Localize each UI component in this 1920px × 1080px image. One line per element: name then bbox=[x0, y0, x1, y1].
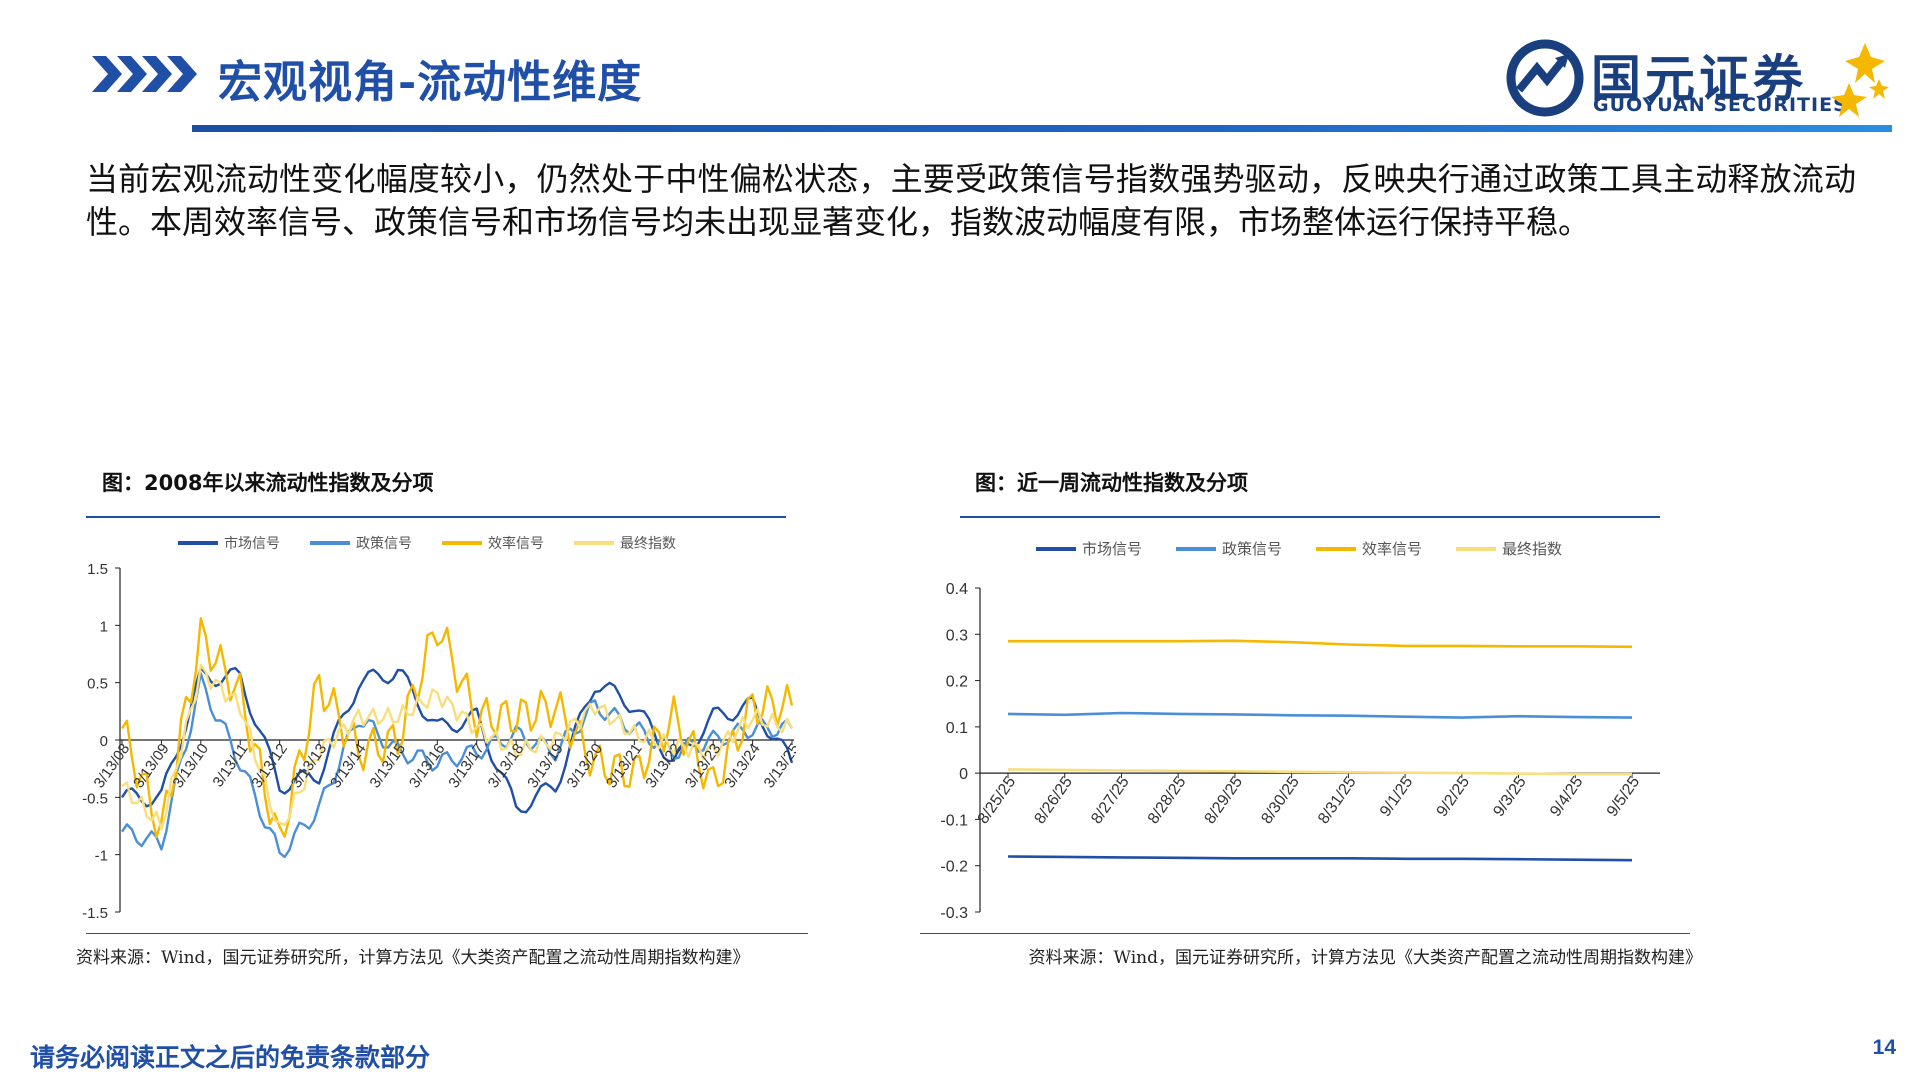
right-chart-series-line-3 bbox=[1007, 768, 1632, 776]
right-chart-source-text: 资料来源：Wind，国元证券研究所，计算方法见《大类资产配置之流动性周期指数构建… bbox=[1028, 948, 1702, 968]
left-liquidity-chart: 市场信号 政策信号 效率信号 最终指数 1.5 1 0.5 0 -0.5 -1 -1.5 3/13/0… bbox=[82, 535, 796, 922]
right-chart-y-tick-label-1: 0.3 bbox=[946, 627, 968, 644]
left-chart-legend-label-0: 市场信号 bbox=[224, 535, 280, 552]
right-chart-legend-item-0: 市场信号 bbox=[1036, 540, 1142, 558]
right-chart-y-tick-label-5: -0.1 bbox=[940, 812, 968, 829]
right-chart-x-tick-label-0: 8/25/25 bbox=[975, 774, 1020, 828]
right-chart-y-tick-label-6: -0.2 bbox=[940, 859, 968, 876]
chevron-arrows-icon bbox=[92, 56, 197, 92]
right-chart-x-tick-label-10: 9/4/25 bbox=[1547, 774, 1586, 820]
left-chart-source: 资料来源：Wind，国元证券研究所，计算方法见《大类资产配置之流动性周期指数构建… bbox=[76, 948, 750, 968]
right-liquidity-chart: 市场信号 政策信号 效率信号 最终指数 0.4 0.3 0.2 0.1 0 -0.1 -0.2 -0.… bbox=[940, 540, 1660, 922]
left-chart-y-tick-label-0: 1.5 bbox=[87, 561, 108, 578]
right-chart-x-tick-label-1: 8/26/25 bbox=[1031, 774, 1076, 828]
left-chart-legend-label-3: 最终指数 bbox=[620, 536, 676, 552]
right-chart-title: 图：近一周流动性指数及分项 bbox=[975, 471, 1248, 495]
right-chart-x-tick-label-2: 8/27/25 bbox=[1088, 774, 1133, 828]
right-chart-x-tick-label-7: 9/1/25 bbox=[1377, 774, 1416, 820]
left-chart-y-tick-label-4: -0.5 bbox=[82, 790, 108, 807]
right-chart-top-rule bbox=[960, 516, 1660, 518]
right-chart-series-line-0 bbox=[1007, 855, 1633, 862]
left-chart-x-tick-label-17: 3/13/25 bbox=[761, 741, 796, 792]
right-chart-legend-label-0: 市场信号 bbox=[1082, 540, 1142, 558]
right-chart-y-tick-label-2: 0.2 bbox=[946, 674, 968, 691]
left-chart-legend-label-2: 效率信号 bbox=[488, 535, 544, 552]
logo-chinese-text: 国元证券 bbox=[1591, 50, 1807, 108]
left-chart-series-line-1 bbox=[121, 672, 794, 859]
disclaimer-note: 请务必阅读正文之后的免责条款部分 bbox=[30, 1043, 431, 1072]
left-chart-top-rule bbox=[86, 516, 786, 518]
logo-english-text: GUOYUAN SECURITIES bbox=[1593, 94, 1848, 116]
right-chart-legend-label-3: 最终指数 bbox=[1502, 540, 1562, 558]
left-chart-y-tick-label-1: 1 bbox=[100, 618, 108, 635]
logo-stars-icon bbox=[1831, 43, 1889, 117]
right-chart-legend-label-2: 效率信号 bbox=[1362, 540, 1422, 558]
left-chart-x-tick-label-1: 3/13/09 bbox=[130, 741, 173, 792]
left-chart-legend-item-0: 市场信号 bbox=[178, 535, 280, 552]
right-chart-y-tick-label-7: -0.3 bbox=[940, 905, 968, 922]
right-chart-x-tick-label-9: 9/3/25 bbox=[1490, 774, 1529, 820]
left-chart-series-line-0 bbox=[121, 666, 794, 814]
company-logo: 国元证券 GUOYUAN SECURITIES bbox=[1505, 35, 1895, 125]
right-chart-x-tick-label-11: 9/5/25 bbox=[1604, 774, 1643, 820]
left-chart-series-line-3 bbox=[121, 663, 794, 831]
page-title: 宏观视角-流动性维度 bbox=[218, 57, 643, 108]
right-chart-x-tick-label-8: 9/2/25 bbox=[1434, 774, 1473, 820]
left-chart-legend-label-1: 政策信号 bbox=[356, 535, 412, 552]
right-chart-legend-item-1: 政策信号 bbox=[1176, 540, 1282, 558]
right-chart-x-tick-label-3: 8/28/25 bbox=[1145, 774, 1190, 828]
left-chart-y-tick-label-3: 0 bbox=[100, 733, 108, 750]
right-chart-x-tick-label-6: 8/31/25 bbox=[1315, 774, 1360, 828]
right-chart-x-tick-label-4: 8/29/25 bbox=[1202, 774, 1247, 828]
left-chart-legend-item-1: 政策信号 bbox=[310, 535, 412, 552]
left-chart-legend-item-3: 最终指数 bbox=[574, 536, 676, 552]
summary-paragraph: 当前宏观流动性变化幅度较小，仍然处于中性偏松状态，主要受政策信号指数强势驱动，反… bbox=[86, 160, 1856, 241]
left-chart-y-tick-label-2: 0.5 bbox=[87, 676, 108, 693]
right-chart-legend-item-2: 效率信号 bbox=[1316, 540, 1422, 558]
left-chart-bottom-rule bbox=[86, 933, 808, 934]
right-chart-series-line-1 bbox=[1007, 711, 1633, 719]
right-chart-y-tick-label-0: 0.4 bbox=[946, 581, 968, 598]
left-chart-title: 图：2008年以来流动性指数及分项 bbox=[102, 471, 434, 495]
title-rule bbox=[192, 125, 1892, 132]
right-chart-bottom-rule bbox=[920, 933, 1690, 934]
logo-emblem-icon bbox=[1506, 39, 1584, 117]
right-chart-legend-label-1: 政策信号 bbox=[1222, 540, 1282, 558]
left-chart-x-tick-label-3: 3/13/11 bbox=[210, 741, 252, 791]
left-chart-x-tick-label-8: 3/13/16 bbox=[406, 741, 449, 792]
right-chart-legend-item-3: 最终指数 bbox=[1456, 540, 1562, 558]
right-chart-source: 资料来源：Wind，国元证券研究所，计算方法见《大类资产配置之流动性周期指数构建… bbox=[944, 946, 1702, 971]
left-chart-y-tick-label-5: -1 bbox=[95, 848, 108, 865]
page-number: 14 bbox=[1872, 1036, 1896, 1059]
right-chart-series-line-2 bbox=[1008, 639, 1633, 649]
right-chart-x-tick-label-5: 8/30/25 bbox=[1258, 774, 1303, 828]
right-chart-y-tick-label-3: 0.1 bbox=[946, 720, 968, 737]
left-chart-legend-item-2: 效率信号 bbox=[442, 535, 544, 552]
left-chart-y-tick-label-6: -1.5 bbox=[82, 905, 108, 922]
right-chart-y-tick-label-4: 0 bbox=[959, 766, 968, 783]
left-chart-series-line-2 bbox=[120, 617, 794, 839]
